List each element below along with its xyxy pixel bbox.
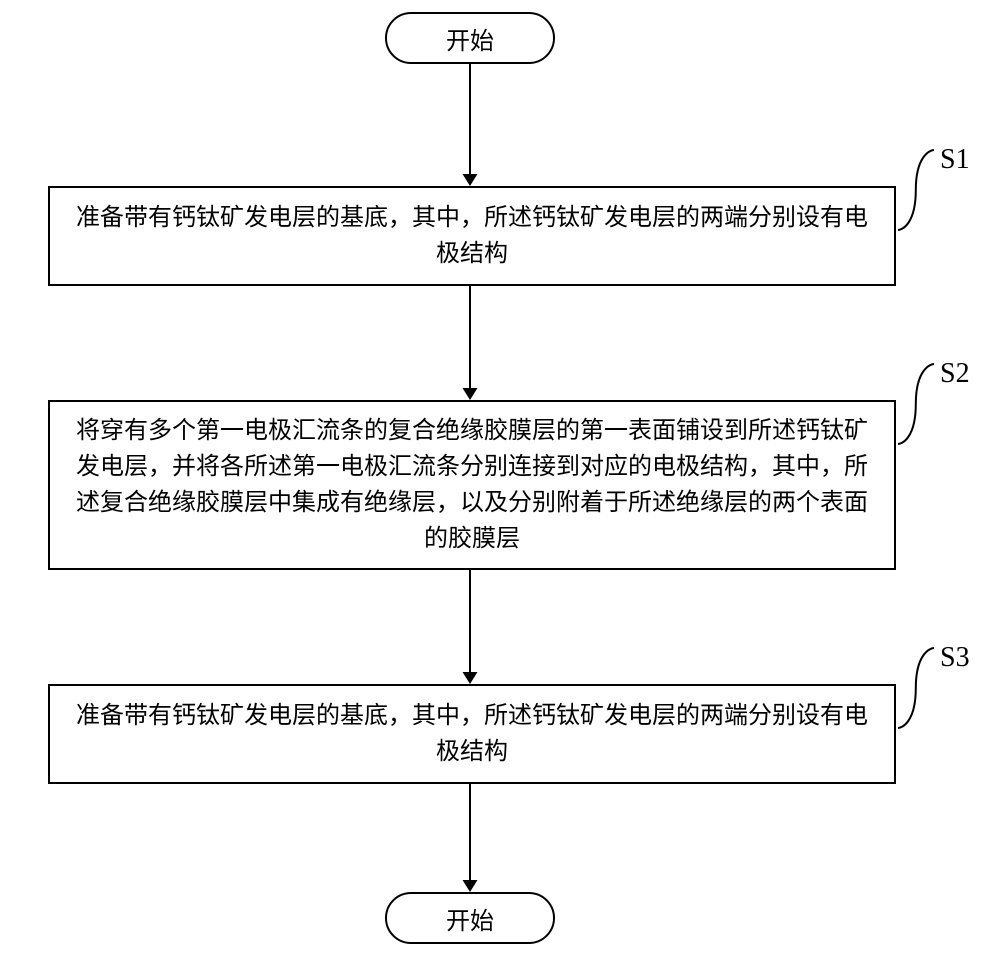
end-terminal: 开始 [385,892,555,944]
flowchart-container: 开始 开始 准备带有钙钛矿发电层的基底，其中，所述钙钛矿发电层的两端分别设有电极… [0,0,1000,956]
start-terminal: 开始 [385,12,555,64]
step-s2-label: S2 [940,358,970,390]
step-s1-label: S1 [940,144,970,176]
step-s1-box: 准备带有钙钛矿发电层的基底，其中，所述钙钛矿发电层的两端分别设有电极结构 [48,186,896,286]
step-s3-label: S3 [940,642,970,674]
start-terminal-text: 开始 [446,21,494,56]
step-s2-box: 将穿有多个第一电极汇流条的复合绝缘胶膜层的第一表面铺设到所述钙钛矿发电层，并将各… [48,400,896,570]
step-s3-text: 准备带有钙钛矿发电层的基底，其中，所述钙钛矿发电层的两端分别设有电极结构 [74,698,870,770]
end-terminal-text: 开始 [446,901,494,936]
step-bracket [896,146,940,234]
step-bracket [896,644,940,732]
step-s2-text: 将穿有多个第一电极汇流条的复合绝缘胶膜层的第一表面铺设到所述钙钛矿发电层，并将各… [74,413,870,557]
connector-arrow [450,64,490,186]
step-bracket [896,360,940,448]
step-s1-text: 准备带有钙钛矿发电层的基底，其中，所述钙钛矿发电层的两端分别设有电极结构 [74,200,870,272]
step-s3-box: 准备带有钙钛矿发电层的基底，其中，所述钙钛矿发电层的两端分别设有电极结构 [48,684,896,784]
connector-arrow [450,570,490,684]
connector-arrow [450,286,490,400]
connector-arrow [450,784,490,892]
